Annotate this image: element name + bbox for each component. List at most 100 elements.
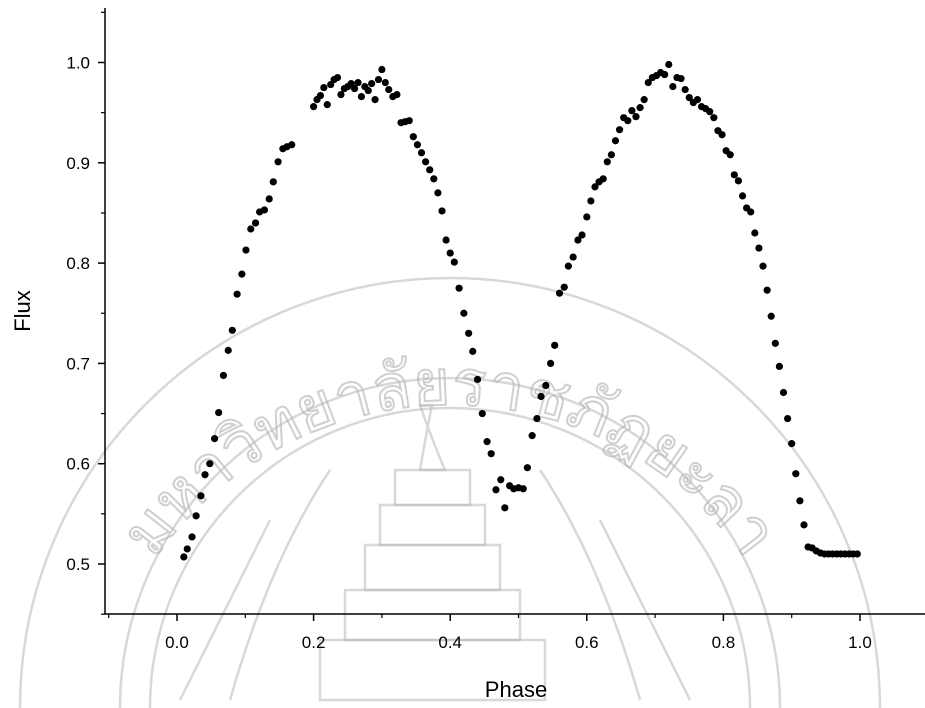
data-point — [430, 175, 438, 183]
data-point — [483, 438, 491, 446]
data-point — [800, 521, 808, 529]
data-point — [197, 492, 205, 500]
y-ticks: 0.5 0.6 0.7 0.8 0.9 1.0 — [66, 11, 105, 615]
data-point — [487, 450, 495, 458]
data-point — [469, 347, 477, 355]
x-tick-label: 1.0 — [848, 633, 872, 652]
data-point — [587, 197, 595, 205]
data-point — [442, 236, 450, 244]
data-point — [537, 392, 545, 401]
x-axis-title: Phase — [485, 677, 547, 702]
data-point — [422, 158, 430, 166]
data-point — [371, 96, 379, 104]
x-tick-label: 0.6 — [575, 633, 599, 652]
data-point — [501, 504, 509, 512]
data-point — [661, 70, 669, 79]
data-point — [523, 464, 531, 472]
y-tick-label: 0.7 — [66, 354, 90, 373]
axes: 0.0 0.2 0.4 0.6 0.8 1.0 0.5 0.6 0.7 0.8 0.9 1.0 — [66, 8, 925, 652]
data-point — [710, 114, 718, 122]
data-point — [337, 90, 345, 99]
data-point — [492, 486, 500, 494]
data-point — [233, 290, 241, 298]
data-point — [615, 126, 624, 134]
data-point — [180, 553, 188, 561]
data-point — [853, 550, 861, 558]
data-point — [628, 107, 636, 115]
y-axis-title: Flux — [10, 290, 35, 332]
data-point — [788, 440, 796, 448]
data-points — [180, 60, 861, 561]
y-tick-label: 0.8 — [66, 254, 90, 273]
data-point — [438, 207, 446, 215]
data-point — [251, 219, 260, 227]
x-ticks: 0.0 0.2 0.4 0.6 0.8 1.0 — [108, 614, 872, 652]
data-point — [519, 485, 527, 493]
data-point — [219, 371, 228, 380]
data-point — [603, 158, 611, 166]
data-point — [533, 414, 541, 423]
x-tick-label: 0.2 — [302, 633, 326, 652]
x-tick-label: 0.8 — [712, 633, 736, 652]
data-point — [242, 246, 250, 254]
data-point — [450, 258, 458, 266]
data-point — [183, 545, 191, 553]
data-point — [210, 435, 219, 443]
data-point — [767, 312, 775, 320]
data-point — [333, 73, 342, 82]
data-point — [265, 195, 273, 203]
data-point — [706, 108, 714, 116]
data-point — [578, 231, 586, 239]
y-tick-label: 1.0 — [66, 54, 90, 73]
data-point — [555, 289, 564, 297]
data-point — [632, 113, 640, 121]
data-point — [591, 183, 599, 191]
x-tick-label: 0.4 — [438, 633, 462, 652]
data-point — [693, 96, 702, 104]
data-point — [364, 86, 372, 95]
data-point — [569, 253, 577, 261]
data-point — [681, 85, 689, 94]
data-point — [460, 309, 468, 317]
data-point — [260, 206, 269, 214]
data-point — [473, 375, 482, 384]
data-point — [528, 432, 536, 440]
data-point — [378, 65, 386, 74]
data-point — [792, 470, 800, 478]
data-point — [288, 141, 296, 149]
data-point — [381, 78, 389, 87]
data-point — [560, 283, 568, 291]
data-point — [730, 171, 738, 179]
data-point — [374, 75, 383, 84]
data-point — [188, 533, 196, 541]
data-point — [215, 408, 223, 417]
data-point — [350, 84, 359, 93]
data-point — [434, 189, 442, 197]
data-point — [763, 286, 771, 294]
data-point — [599, 175, 607, 183]
data-point — [636, 104, 644, 112]
data-point — [751, 229, 759, 237]
data-point — [465, 329, 473, 337]
data-point — [426, 166, 434, 174]
data-point — [771, 339, 779, 347]
data-point — [405, 117, 413, 125]
data-point — [624, 117, 632, 125]
data-point — [478, 409, 486, 418]
data-point — [640, 96, 648, 104]
data-point — [669, 82, 677, 91]
data-point — [206, 460, 214, 468]
data-point — [734, 177, 743, 185]
data-point — [726, 151, 734, 159]
data-point — [446, 249, 454, 257]
y-tick-label: 0.9 — [66, 154, 90, 173]
data-point — [413, 141, 422, 149]
x-tick-label: 0.0 — [165, 633, 189, 652]
data-point — [665, 60, 673, 69]
data-point — [310, 103, 318, 111]
data-point — [409, 133, 417, 141]
data-point — [323, 101, 331, 109]
data-point — [192, 512, 200, 520]
data-point — [685, 94, 693, 102]
